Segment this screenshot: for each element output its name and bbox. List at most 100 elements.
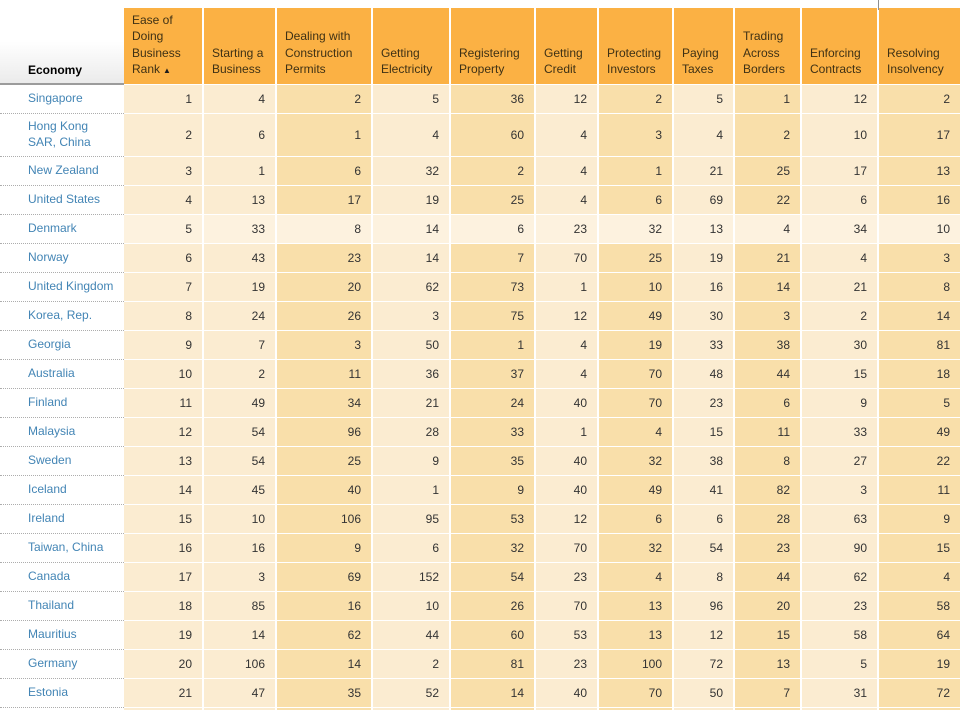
cell-resolving-insolvency: 15 bbox=[879, 534, 962, 563]
economy-link-iceland[interactable]: Iceland bbox=[28, 482, 67, 497]
economy-link-hong-kong-sar-china[interactable]: Hong Kong SAR, China bbox=[28, 119, 91, 149]
economy-link-mauritius[interactable]: Mauritius bbox=[28, 627, 77, 642]
cell-getting-credit: 1 bbox=[536, 273, 599, 302]
economy-link-sweden[interactable]: Sweden bbox=[28, 453, 72, 468]
cell-enforcing-contracts: 4 bbox=[802, 244, 879, 273]
cell-partial bbox=[204, 708, 277, 710]
cell-partial bbox=[674, 708, 735, 710]
cell-protecting-investors: 3 bbox=[599, 114, 674, 157]
cell-resolving-insolvency: 14 bbox=[879, 302, 962, 331]
cell-getting-credit: 4 bbox=[536, 186, 599, 215]
economy-link-germany[interactable]: Germany bbox=[28, 656, 78, 671]
cell-paying-taxes: 96 bbox=[674, 592, 735, 621]
cell-getting-credit: 70 bbox=[536, 592, 599, 621]
cell-ease-of-doing-business-rank: 11 bbox=[124, 389, 204, 418]
cell-getting-electricity: 52 bbox=[373, 679, 451, 708]
cell-ease-of-doing-business-rank: 3 bbox=[124, 157, 204, 186]
cell-ease-of-doing-business-rank: 12 bbox=[124, 418, 204, 447]
cell-paying-taxes: 54 bbox=[674, 534, 735, 563]
economy-link-korea-rep[interactable]: Korea, Rep. bbox=[28, 308, 93, 323]
column-header-ease-of-doing-business-rank[interactable]: Ease of Doing Business Rank ▲ bbox=[124, 8, 204, 85]
cell-getting-electricity: 152 bbox=[373, 563, 451, 592]
cell-protecting-investors: 32 bbox=[599, 215, 674, 244]
cell-enforcing-contracts: 27 bbox=[802, 447, 879, 476]
cell-enforcing-contracts: 15 bbox=[802, 360, 879, 389]
cell-enforcing-contracts: 31 bbox=[802, 679, 879, 708]
column-header-label: Dealing with Construction Permits bbox=[285, 29, 353, 76]
cell-dealing-with-construction-permits: 96 bbox=[277, 418, 373, 447]
cell-paying-taxes: 69 bbox=[674, 186, 735, 215]
economy-link-norway[interactable]: Norway bbox=[28, 250, 69, 265]
column-header-paying-taxes[interactable]: Paying Taxes bbox=[674, 8, 735, 85]
column-header-trading-across-borders[interactable]: Trading Across Borders bbox=[735, 8, 802, 85]
column-header-protecting-investors[interactable]: Protecting Investors bbox=[599, 8, 674, 85]
cell-trading-across-borders: 14 bbox=[735, 273, 802, 302]
economy-link-georgia[interactable]: Georgia bbox=[28, 337, 71, 352]
cell-registering-property: 14 bbox=[451, 679, 536, 708]
cell-registering-property: 32 bbox=[451, 534, 536, 563]
column-header-getting-electricity[interactable]: Getting Electricity bbox=[373, 8, 451, 85]
cell-trading-across-borders: 11 bbox=[735, 418, 802, 447]
cell-paying-taxes: 72 bbox=[674, 650, 735, 679]
cell-getting-electricity: 36 bbox=[373, 360, 451, 389]
economy-link-malaysia[interactable]: Malaysia bbox=[28, 424, 76, 439]
column-header-resolving-insolvency[interactable]: Resolving Insolvency bbox=[879, 8, 962, 85]
cell-enforcing-contracts: 23 bbox=[802, 592, 879, 621]
cell-dealing-with-construction-permits: 69 bbox=[277, 563, 373, 592]
economy-link-finland[interactable]: Finland bbox=[28, 395, 68, 410]
economy-cell: Canada bbox=[0, 563, 124, 592]
economy-link-ireland[interactable]: Ireland bbox=[28, 511, 65, 526]
cell-paying-taxes: 48 bbox=[674, 360, 735, 389]
table-row-georgia: Georgia 9 7 3 50 1 4 19 33 38 30 81 bbox=[0, 331, 962, 360]
cell-registering-property: 6 bbox=[451, 215, 536, 244]
economy-link-new-zealand[interactable]: New Zealand bbox=[28, 163, 99, 178]
cell-getting-credit: 70 bbox=[536, 534, 599, 563]
economy-link-thailand[interactable]: Thailand bbox=[28, 598, 75, 613]
cell-getting-electricity: 28 bbox=[373, 418, 451, 447]
cell-starting-a-business: 43 bbox=[204, 244, 277, 273]
scrollbar-tick[interactable] bbox=[878, 0, 879, 10]
economy-link-singapore[interactable]: Singapore bbox=[28, 91, 83, 106]
cell-ease-of-doing-business-rank: 1 bbox=[124, 85, 204, 114]
cell-ease-of-doing-business-rank: 21 bbox=[124, 679, 204, 708]
economy-cell: Mauritius bbox=[0, 621, 124, 650]
column-header-getting-credit[interactable]: Getting Credit bbox=[536, 8, 599, 85]
column-header-registering-property[interactable]: Registering Property bbox=[451, 8, 536, 85]
column-header-economy[interactable]: Economy bbox=[0, 8, 124, 85]
column-header-dealing-with-construction-permits[interactable]: Dealing with Construction Permits bbox=[277, 8, 373, 85]
column-header-enforcing-contracts[interactable]: Enforcing Contracts bbox=[802, 8, 879, 85]
economy-link-united-states[interactable]: United States bbox=[28, 192, 101, 207]
column-header-starting-a-business[interactable]: Starting a Business bbox=[204, 8, 277, 85]
cell-paying-taxes: 30 bbox=[674, 302, 735, 331]
economy-link-australia[interactable]: Australia bbox=[28, 366, 75, 381]
cell-trading-across-borders: 25 bbox=[735, 157, 802, 186]
cell-resolving-insolvency: 2 bbox=[879, 85, 962, 114]
cell-starting-a-business: 7 bbox=[204, 331, 277, 360]
cell-ease-of-doing-business-rank: 17 bbox=[124, 563, 204, 592]
column-header-label: Resolving Insolvency bbox=[887, 45, 944, 76]
cell-registering-property: 36 bbox=[451, 85, 536, 114]
cell-getting-credit: 40 bbox=[536, 476, 599, 505]
cell-protecting-investors: 4 bbox=[599, 418, 674, 447]
economy-link-denmark[interactable]: Denmark bbox=[28, 221, 77, 236]
cell-protecting-investors: 4 bbox=[599, 563, 674, 592]
economy-cell: Hong Kong SAR, China bbox=[0, 114, 124, 157]
cell-enforcing-contracts: 30 bbox=[802, 331, 879, 360]
table-row-korea-rep: Korea, Rep. 8 24 26 3 75 12 49 30 3 2 14 bbox=[0, 302, 962, 331]
economy-cell: Australia bbox=[0, 360, 124, 389]
cell-ease-of-doing-business-rank: 8 bbox=[124, 302, 204, 331]
table-row-mauritius: Mauritius 19 14 62 44 60 53 13 12 15 58 64 bbox=[0, 621, 962, 650]
cell-resolving-insolvency: 16 bbox=[879, 186, 962, 215]
cell-trading-across-borders: 21 bbox=[735, 244, 802, 273]
column-header-label: Enforcing Contracts bbox=[810, 45, 862, 76]
economy-link-estonia[interactable]: Estonia bbox=[28, 685, 69, 700]
table-row-thailand: Thailand 18 85 16 10 26 70 13 96 20 23 58 bbox=[0, 592, 962, 621]
table-row-hong-kong-sar-china: Hong Kong SAR, China 2 6 1 4 60 4 3 4 2 10 17 bbox=[0, 114, 962, 157]
cell-trading-across-borders: 7 bbox=[735, 679, 802, 708]
table-row-norway: Norway 6 43 23 14 7 70 25 19 21 4 3 bbox=[0, 244, 962, 273]
cell-starting-a-business: 3 bbox=[204, 563, 277, 592]
economy-link-taiwan-china[interactable]: Taiwan, China bbox=[28, 540, 104, 555]
economy-link-united-kingdom[interactable]: United Kingdom bbox=[28, 279, 114, 294]
cell-dealing-with-construction-permits: 6 bbox=[277, 157, 373, 186]
economy-link-canada[interactable]: Canada bbox=[28, 569, 71, 584]
